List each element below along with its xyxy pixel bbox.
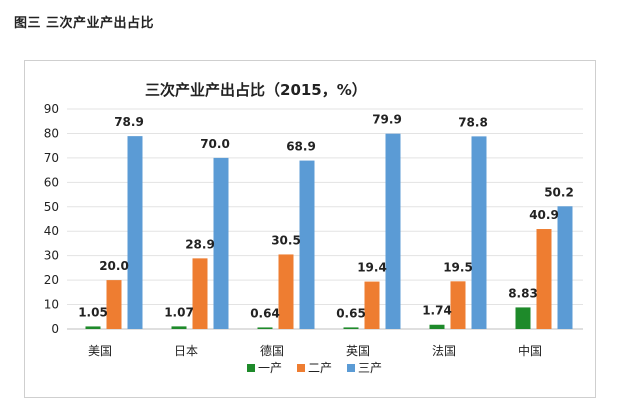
- data-label: 8.83: [508, 286, 538, 300]
- y-tick-label: 0: [51, 322, 59, 336]
- bar-3-6: [557, 206, 573, 329]
- x-category-label: 德国: [260, 343, 284, 358]
- legend-swatch: [247, 364, 255, 372]
- data-label: 1.05: [78, 305, 108, 319]
- bar-2-3: [278, 254, 294, 329]
- x-category-label: 中国: [518, 343, 542, 358]
- bar-2-4: [364, 281, 380, 329]
- bar-2-2: [192, 258, 208, 329]
- y-tick-label: 80: [44, 126, 59, 140]
- bar-1-2: [171, 326, 187, 329]
- bar-1-1: [85, 326, 101, 329]
- y-tick-label: 20: [44, 273, 59, 287]
- data-label: 1.07: [164, 305, 194, 319]
- bar-1-3: [257, 327, 273, 329]
- y-tick-label: 30: [44, 249, 59, 263]
- y-tick-label: 10: [44, 298, 59, 312]
- data-label: 28.9: [185, 237, 215, 251]
- legend-swatch: [347, 364, 355, 372]
- data-label: 1.74: [422, 304, 452, 318]
- data-label: 0.65: [336, 306, 366, 320]
- bar-3-5: [471, 136, 487, 329]
- legend-swatch: [297, 364, 305, 372]
- bar-2-6: [536, 229, 552, 329]
- gridlines: [67, 108, 583, 330]
- x-category-label: 美国: [88, 344, 112, 358]
- data-label: 0.64: [250, 306, 280, 320]
- data-label: 78.8: [458, 115, 488, 129]
- data-label: 19.5: [443, 260, 473, 274]
- bar-chart: 三次产业产出占比（2015，%） 0 10 20 30 40 50 60 70 80 90 美国 日本…: [44, 81, 583, 375]
- data-label: 40.9: [529, 208, 559, 222]
- bar-1-4: [343, 327, 359, 329]
- y-tick-label: 70: [44, 151, 59, 165]
- legend-label: 三产: [358, 361, 382, 375]
- y-tick-label: 40: [44, 224, 59, 238]
- bar-3-4: [385, 133, 401, 329]
- bar-3-2: [213, 157, 229, 329]
- chart-container: 三次产业产出占比（2015，%） 0 10 20 30 40 50 60 70 80 90 美国 日本…: [24, 60, 596, 398]
- x-category-label: 日本: [174, 344, 198, 358]
- figure-caption: 图三 三次产业产出占比: [14, 16, 155, 31]
- y-tick-label: 60: [44, 175, 59, 189]
- bar-1-5: [429, 324, 445, 329]
- bar-2-5: [450, 281, 466, 329]
- legend-label: 一产: [258, 361, 282, 375]
- x-category-label: 英国: [346, 344, 370, 358]
- y-tick-label: 90: [44, 102, 59, 116]
- bar-3-1: [127, 136, 143, 329]
- bar-2-1: [106, 280, 122, 329]
- data-label: 50.2: [544, 185, 574, 199]
- bar-1-6: [515, 307, 531, 329]
- bars: [85, 133, 573, 329]
- axes: 0 10 20 30 40 50 60 70 80 90 美国 日本 德国 英国 法国 中国: [44, 102, 542, 358]
- data-label: 19.4: [357, 261, 387, 275]
- x-category-label: 法国: [432, 344, 456, 358]
- data-label: 20.0: [99, 259, 129, 273]
- data-label: 68.9: [286, 140, 316, 154]
- data-label: 78.9: [114, 115, 144, 129]
- chart-title: 三次产业产出占比（2015，%）: [145, 81, 367, 99]
- data-label: 30.5: [271, 233, 301, 247]
- legend-label: 二产: [308, 361, 332, 375]
- data-label: 70.0: [200, 137, 230, 151]
- data-labels: 1.05 20.0 78.9 1.07 28.9 70.0 0.64 30.5 68.9 0.65…: [78, 113, 574, 321]
- legend: 一产 二产 三产: [247, 361, 382, 375]
- y-tick-label: 50: [44, 200, 59, 214]
- data-label: 79.9: [372, 113, 402, 127]
- bar-3-3: [299, 160, 315, 329]
